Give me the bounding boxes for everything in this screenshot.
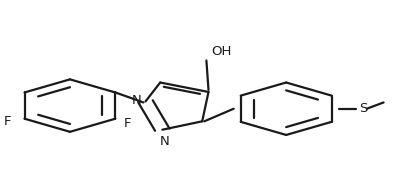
- Text: F: F: [4, 115, 11, 128]
- Text: F: F: [124, 117, 131, 130]
- Text: N: N: [160, 135, 169, 148]
- Text: OH: OH: [211, 44, 231, 57]
- Text: S: S: [359, 102, 367, 115]
- Text: N: N: [131, 94, 141, 107]
